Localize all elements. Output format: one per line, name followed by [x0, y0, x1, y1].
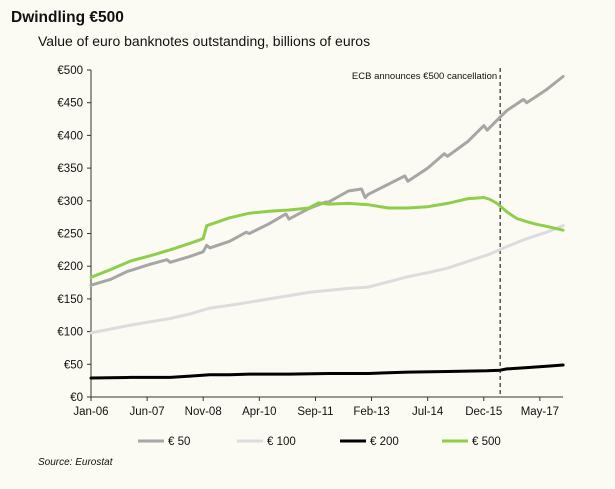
- source-note: Source: Eurostat: [38, 457, 113, 468]
- y-tick-label: €300: [57, 196, 83, 208]
- y-tick-label: €200: [57, 261, 83, 273]
- y-tick-label: €500: [57, 65, 83, 77]
- legend-label: € 100: [267, 436, 296, 448]
- annotations: ECB announces €500 cancellation: [352, 68, 501, 397]
- annotation-label: ECB announces €500 cancellation: [352, 71, 497, 82]
- legend-label: € 500: [472, 436, 501, 448]
- x-tick-label: Nov-08: [185, 406, 222, 418]
- y-tick-label: €450: [57, 98, 83, 110]
- x-tick-label: Jul-14: [412, 406, 444, 418]
- y-tick-label: €0: [70, 392, 83, 404]
- x-tick-label: Sep-11: [297, 406, 333, 418]
- x-tick-label: Feb-13: [353, 406, 389, 418]
- y-tick-label: €250: [57, 229, 83, 241]
- y-tick-label: €100: [57, 327, 83, 339]
- x-tick-label: May-17: [521, 406, 559, 418]
- y-tick-label: €150: [57, 294, 83, 306]
- x-tick-label: Jan-06: [73, 406, 108, 418]
- series-line: [89, 75, 565, 287]
- series-line: [89, 363, 565, 380]
- x-tick-label: Dec-15: [465, 406, 502, 418]
- y-tick-label: €50: [64, 359, 83, 371]
- x-tick-label: Jun-07: [130, 406, 165, 418]
- legend-label: € 200: [370, 436, 399, 448]
- series-lines: [89, 75, 565, 380]
- chart-title: Dwindling €500: [11, 9, 124, 26]
- legend: € 50 € 100 € 200 € 500: [138, 436, 501, 448]
- chart-subtitle: Value of euro banknotes outstanding, bil…: [38, 33, 371, 49]
- y-tick-label: €400: [57, 130, 83, 142]
- axes: €0 €50 €100 €150 €200 €250 €300 €350 €400 €450 €50…: [57, 65, 563, 418]
- series-line: [89, 224, 565, 335]
- legend-label: € 50: [168, 436, 190, 448]
- y-tick-label: €350: [57, 163, 83, 175]
- x-tick-label: Apr-10: [242, 406, 277, 418]
- series-line: [89, 196, 565, 279]
